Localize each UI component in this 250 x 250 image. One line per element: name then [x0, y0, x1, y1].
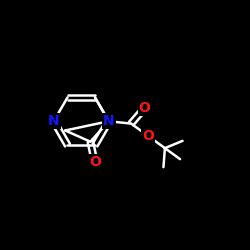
- Text: O: O: [142, 129, 154, 143]
- Text: N: N: [103, 114, 115, 128]
- Text: N: N: [48, 114, 60, 128]
- Text: O: O: [139, 101, 150, 115]
- Text: O: O: [89, 156, 101, 170]
